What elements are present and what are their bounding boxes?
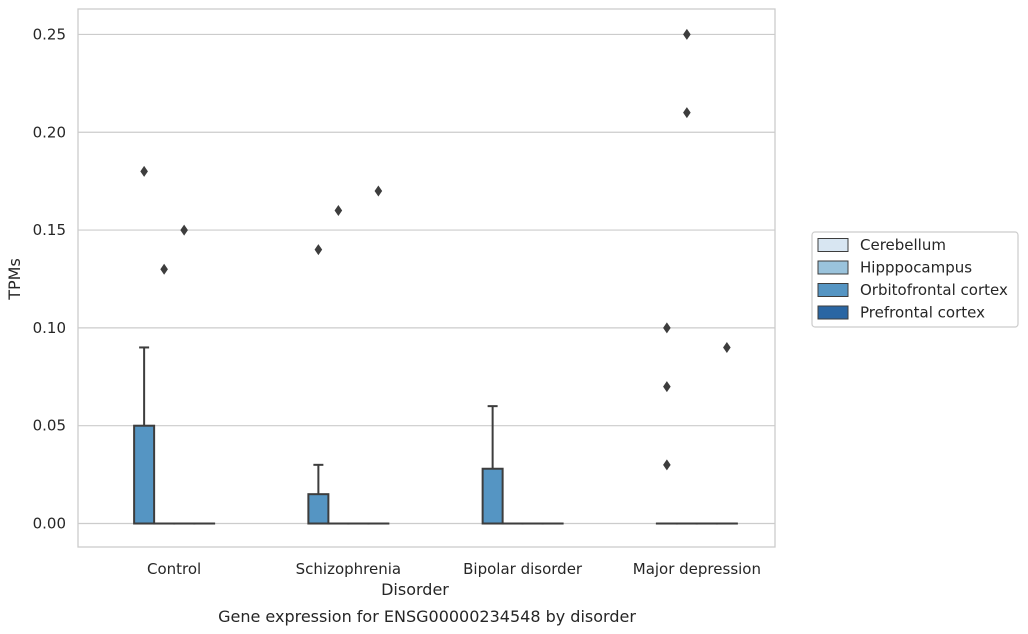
outliers [140, 28, 731, 471]
y-axis-label: TPMs [5, 258, 24, 301]
y-tick-label: 0.20 [33, 123, 66, 141]
legend-label-prefrontal-cortex: Prefrontal cortex [860, 304, 985, 322]
outlier-point [160, 263, 168, 275]
x-tick-labels: Control Schizophrenia Bipolar disorder Majo… [147, 560, 761, 578]
box [307, 493, 330, 525]
plot-frame [77, 8, 776, 548]
box-orbitofrontal-cortex-control [133, 346, 156, 525]
x-tick-label: Schizophrenia [296, 560, 401, 578]
legend-frame [811, 231, 1019, 328]
boxes [133, 346, 738, 525]
legend: Cerebellum Hipppocampus Orbitofrontal cort… [811, 231, 1019, 328]
x-tick-label: Bipolar disorder [463, 560, 583, 578]
x-axis-label: Disorder [381, 580, 449, 599]
legend-label-hipppocampus: Hipppocampus [860, 259, 972, 277]
outlier-point [723, 341, 731, 353]
y-tick-label: 0.10 [33, 319, 66, 337]
x-tick-label: Major depression [633, 560, 761, 578]
y-tick-label: 0.15 [33, 221, 66, 239]
box [481, 467, 504, 525]
legend-swatch-prefrontal-cortex [817, 305, 849, 320]
outlier-point [683, 107, 691, 119]
x-tick-label: Control [147, 560, 201, 578]
y-tick-labels: 0.00 0.05 0.10 0.15 0.20 0.25 [33, 25, 66, 532]
outlier-point [180, 224, 188, 236]
y-tick-label: 0.05 [33, 417, 66, 435]
outlier-point [683, 28, 691, 40]
y-tick-label: 0.00 [33, 515, 66, 533]
outlier-point [663, 381, 671, 393]
outlier-point [314, 244, 323, 256]
y-tick-label: 0.25 [33, 25, 66, 43]
legend-label-cerebellum: Cerebellum [860, 236, 946, 254]
outlier-point [663, 322, 671, 334]
legend-swatch-cerebellum [817, 238, 849, 252]
legend-swatch-orbitofrontal-cortex [817, 283, 849, 297]
outlier-point [663, 459, 671, 471]
outlier-point [140, 165, 148, 177]
box-orbitofrontal-cortex-bipolar-disorder [481, 405, 504, 525]
legend-swatch-hipppocampus [817, 260, 849, 275]
chart-title: Gene expression for ENSG00000234548 by d… [218, 607, 636, 626]
outlier-point [334, 205, 343, 217]
box-orbitofrontal-cortex-schizophrenia [307, 463, 330, 525]
box [133, 424, 156, 525]
outlier-point [374, 185, 383, 197]
legend-label-orbitofrontal-cortex: Orbitofrontal cortex [860, 281, 1008, 299]
